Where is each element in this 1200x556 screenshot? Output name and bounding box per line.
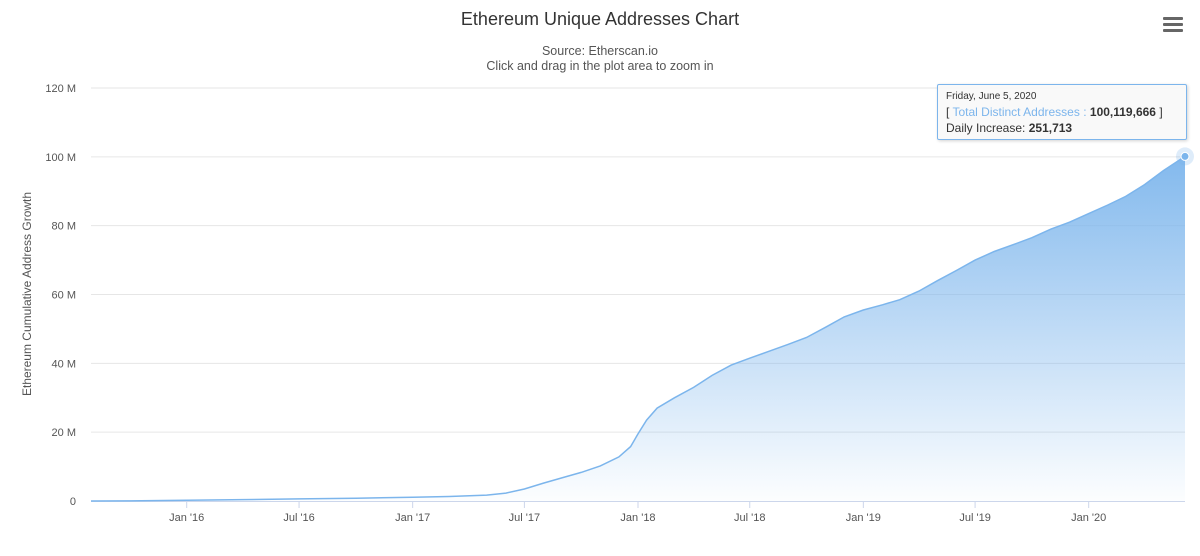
x-tick-label: Jul '19 — [959, 512, 990, 524]
x-tick-label: Jul '17 — [509, 512, 540, 524]
y-tick-label: 120 M — [45, 83, 76, 95]
tooltip-series-label: Total Distinct Addresses — [952, 105, 1080, 119]
x-tick-label: Jul '16 — [283, 512, 314, 524]
tooltip-series-line: [ Total Distinct Addresses : 100,119,666… — [946, 105, 1178, 119]
x-tick-label: Jan '17 — [395, 512, 430, 524]
x-tick-label: Jul '18 — [734, 512, 765, 524]
chart-title: Ethereum Unique Addresses Chart — [460, 9, 740, 29]
series-line — [90, 155, 1186, 502]
tooltip-value: 100,119,666 — [1089, 105, 1156, 119]
menu-bar — [1163, 17, 1183, 20]
x-tick-label: Jan '16 — [169, 512, 204, 524]
x-tick-label: Jan '18 — [620, 512, 655, 524]
tooltip-increase-value: 251,713 — [1028, 121, 1073, 135]
tooltip-increase-line: Daily Increase: 251,713 — [946, 121, 1178, 135]
x-axis: Jan '16 Jul '16 Jan '17 Jul '17 Jan '18 Jul '… — [91, 501, 1185, 524]
y-axis-label: Ethereum Cumulative Address Growth — [20, 192, 34, 396]
series-area-fill — [91, 156, 1185, 501]
hamburger-menu-icon[interactable] — [1163, 17, 1183, 35]
y-tick-label: 0 — [70, 496, 76, 508]
y-tick-label: 60 M — [52, 290, 76, 302]
tooltip-increase-label: Daily Increase: — [946, 121, 1026, 135]
tooltip-close-bracket: ] — [1159, 105, 1163, 119]
tooltip-date: Friday, June 5, 2020 — [946, 91, 1037, 102]
tooltip-separator: : — [1083, 105, 1087, 119]
menu-bar — [1163, 23, 1183, 26]
y-tick-label: 80 M — [52, 221, 76, 233]
series-area — [90, 147, 1194, 502]
y-tick-label: 100 M — [45, 152, 76, 164]
x-tick-label: Jan '19 — [846, 512, 881, 524]
y-axis-ticks: 0 20 M 40 M 60 M 80 M 100 M 120 M — [45, 83, 76, 508]
tooltip: Friday, June 5, 2020 [ Total Distinct Ad… — [937, 84, 1187, 140]
y-tick-label: 40 M — [52, 358, 76, 370]
hover-point[interactable] — [1180, 151, 1190, 161]
menu-bar — [1163, 29, 1183, 32]
y-tick-label: 20 M — [52, 427, 76, 439]
chart-subtitle-source: Source: Etherscan.io — [541, 44, 659, 58]
x-tick-label: Jan '20 — [1071, 512, 1106, 524]
chart-subtitle-zoom-hint: Click and drag in the plot area to zoom … — [486, 59, 714, 73]
tooltip-open-bracket: [ — [946, 105, 950, 119]
